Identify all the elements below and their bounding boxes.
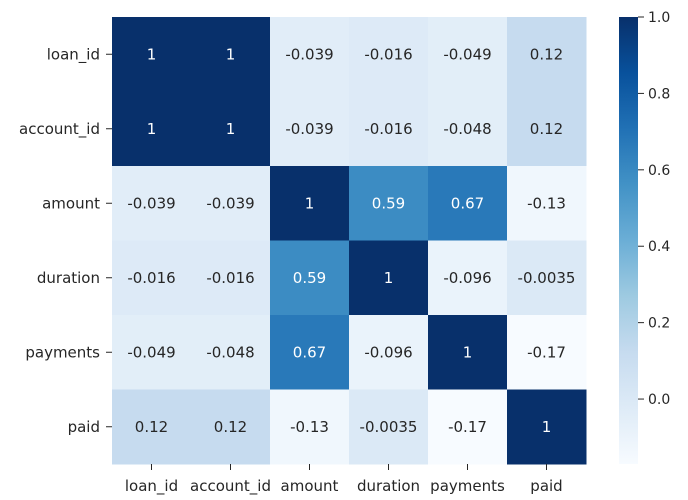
cell-value-label: 1 (147, 45, 157, 63)
heatmap-cell-paid-loan_id (112, 389, 192, 465)
cell-value-label: -0.0035 (360, 418, 418, 436)
heatmap-cell-loan_id-amount (270, 17, 350, 92)
y-tick-label-payments: payments (25, 343, 100, 361)
cell-value-label: 0.12 (530, 120, 563, 138)
cell-value-label: 0.59 (372, 194, 405, 212)
cell-value-label: -0.17 (527, 343, 566, 361)
heatmap-cell-account_id-paid (507, 91, 587, 167)
heatmap-cell-paid-payments (428, 389, 508, 465)
cell-value-label: -0.048 (443, 120, 491, 138)
heatmap-cell-payments-payments (428, 315, 508, 390)
heatmap-cell-payments-account_id (191, 315, 271, 390)
heatmap-cell-duration-amount (270, 240, 350, 316)
cell-value-label: 1 (542, 418, 552, 436)
cell-value-label: -0.049 (127, 343, 175, 361)
heatmap-cell-paid-amount (270, 389, 350, 465)
heatmap-cell-amount-amount (270, 166, 350, 241)
x-tick-label-payments: payments (430, 477, 505, 495)
cell-value-label: 0.59 (293, 269, 326, 287)
heatmap-cell-duration-loan_id (112, 240, 192, 316)
cell-value-label: -0.0035 (518, 269, 576, 287)
colorbar-tick-label: 0.8 (648, 86, 670, 102)
heatmap-cell-loan_id-account_id (191, 17, 271, 92)
cell-value-label: 1 (226, 45, 236, 63)
y-tick-label-loan_id: loan_id (47, 45, 100, 64)
colorbar-tick-label: 0.0 (648, 392, 670, 408)
cell-value-label: 1 (305, 194, 315, 212)
y-tick-label-account_id: account_id (19, 120, 100, 139)
colorbar: 0.0 0.2 0.4 0.6 0.8 1.0 (619, 10, 670, 464)
cell-value-label: -0.039 (285, 45, 333, 63)
cell-value-label: 1 (147, 120, 157, 138)
heatmap-cell-payments-duration (349, 315, 429, 390)
heatmap-cell-duration-account_id (191, 240, 271, 316)
heatmap-cell-amount-payments (428, 166, 508, 241)
colorbar-tick-label: 0.2 (648, 316, 670, 332)
heatmap-cell-loan_id-paid (507, 17, 587, 92)
cell-value-label: -0.016 (127, 269, 175, 287)
cell-value-label: -0.13 (527, 194, 566, 212)
heatmap-cell-loan_id-payments (428, 17, 508, 92)
cell-value-label: -0.096 (364, 343, 412, 361)
cell-value-label: -0.048 (206, 343, 254, 361)
cell-value-label: 1 (226, 120, 236, 138)
cell-value-label: -0.039 (285, 120, 333, 138)
cell-value-label: -0.039 (206, 194, 254, 212)
cell-value-label: 0.67 (451, 194, 484, 212)
colorbar-gradient (619, 17, 638, 464)
y-tick-label-paid: paid (68, 418, 100, 436)
heatmap-cell-account_id-amount (270, 91, 350, 167)
cell-value-label: -0.13 (290, 418, 329, 436)
y-tick-label-duration: duration (37, 269, 100, 287)
heatmap-cells (112, 17, 587, 465)
heatmap-cell-labels: 1 1 -0.039 -0.016 -0.049 0.12 1 1 -0.039 -0.016 -0… (127, 45, 575, 436)
heatmap-cell-loan_id-duration (349, 17, 429, 92)
cell-value-label: 0.12 (135, 418, 168, 436)
heatmap-cell-paid-paid (507, 389, 587, 465)
heatmap-cell-duration-duration (349, 240, 429, 316)
x-tick-label-loan_id: loan_id (125, 477, 178, 496)
cell-value-label: 0.12 (214, 418, 247, 436)
cell-value-label: -0.016 (364, 120, 412, 138)
colorbar-tick-label: 0.4 (648, 239, 670, 255)
x-tick-label-paid: paid (530, 477, 562, 495)
cell-value-label: 0.67 (293, 343, 326, 361)
heatmap-cell-account_id-loan_id (112, 91, 192, 167)
heatmap-cell-amount-paid (507, 166, 587, 241)
heatmap-cell-loan_id-loan_id (112, 17, 192, 92)
heatmap-cell-amount-duration (349, 166, 429, 241)
cell-value-label: 0.12 (530, 45, 563, 63)
colorbar-tick-label: 0.6 (648, 163, 670, 179)
y-tick-label-amount: amount (42, 194, 100, 212)
heatmap-cell-account_id-duration (349, 91, 429, 167)
x-axis: loan_id account_id amount duration payments p… (125, 464, 563, 496)
heatmap-cell-amount-loan_id (112, 166, 192, 241)
heatmap-cell-paid-account_id (191, 389, 271, 465)
heatmap-cell-paid-duration (349, 389, 429, 465)
colorbar-tick-label: 1.0 (648, 10, 670, 26)
heatmap-cell-account_id-account_id (191, 91, 271, 167)
heatmap-cell-account_id-payments (428, 91, 508, 167)
heatmap-cell-duration-payments (428, 240, 508, 316)
cell-value-label: -0.039 (127, 194, 175, 212)
heatmap-cell-duration-paid (507, 240, 587, 316)
cell-value-label: -0.096 (443, 269, 491, 287)
cell-value-label: -0.016 (364, 45, 412, 63)
cell-value-label: 1 (384, 269, 394, 287)
heatmap-cell-payments-loan_id (112, 315, 192, 390)
heatmap-cell-payments-paid (507, 315, 587, 390)
cell-value-label: -0.049 (443, 45, 491, 63)
heatmap-cell-amount-account_id (191, 166, 271, 241)
colorbar-ticks: 0.0 0.2 0.4 0.6 0.8 1.0 (638, 10, 670, 408)
x-tick-label-account_id: account_id (190, 477, 271, 496)
heatmap-cell-payments-amount (270, 315, 350, 390)
cell-value-label: -0.016 (206, 269, 254, 287)
x-tick-label-duration: duration (357, 477, 420, 495)
cell-value-label: 1 (463, 343, 473, 361)
x-tick-label-amount: amount (281, 477, 339, 495)
cell-value-label: -0.17 (448, 418, 487, 436)
